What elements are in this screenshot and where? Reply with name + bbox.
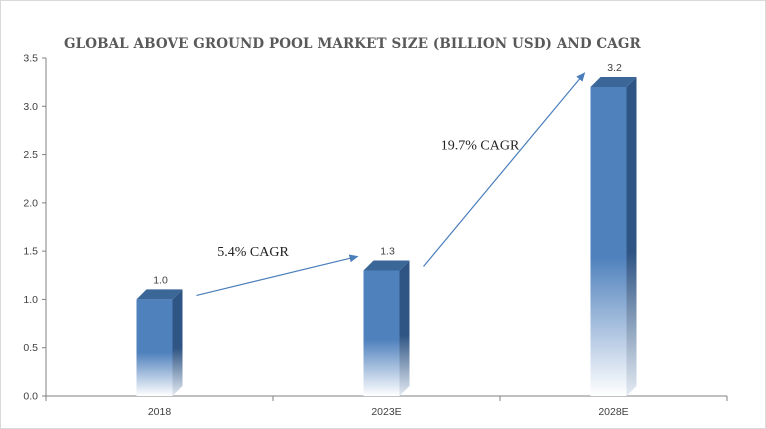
bar-side-face xyxy=(172,289,183,396)
bar-front-face xyxy=(363,270,400,396)
y-tick-label: 3.5 xyxy=(23,53,38,65)
data-label: 1.0 xyxy=(153,274,168,286)
y-tick-label: 2.0 xyxy=(23,197,38,209)
bar-top-face xyxy=(136,289,183,300)
y-tick-label: 1.0 xyxy=(23,294,38,306)
bar-top-face xyxy=(363,260,410,271)
data-label: 3.2 xyxy=(607,62,622,74)
bar-2023E xyxy=(363,260,410,396)
bar-front-face xyxy=(590,86,627,396)
bar-front-face xyxy=(136,299,173,396)
bar-side-face xyxy=(626,76,637,396)
y-tick-label: 0.5 xyxy=(23,342,38,354)
data-label: 1.3 xyxy=(380,245,395,257)
cagr-arrow xyxy=(423,72,586,267)
bar-top-face xyxy=(590,76,637,87)
y-tick-label: 2.5 xyxy=(23,149,38,161)
bar-2028E xyxy=(590,76,637,396)
chart-title: GLOBAL ABOVE GROUND POOL MARKET SIZE (BI… xyxy=(64,36,641,52)
y-tick-label: 1.5 xyxy=(23,246,38,258)
cagr-label: 5.4% CAGR xyxy=(217,245,289,260)
bar-side-face xyxy=(399,260,410,396)
bar-2018 xyxy=(136,289,183,396)
x-tick-label: 2018 xyxy=(148,406,172,418)
x-tick-label: 2028E xyxy=(598,406,628,418)
x-tick-label: 2023E xyxy=(371,406,401,418)
cagr-arrow xyxy=(196,254,359,297)
y-tick-label: 3.0 xyxy=(23,101,38,113)
cagr-label: 19.7% CAGR xyxy=(441,139,520,154)
y-tick-label: 0.0 xyxy=(23,391,38,403)
